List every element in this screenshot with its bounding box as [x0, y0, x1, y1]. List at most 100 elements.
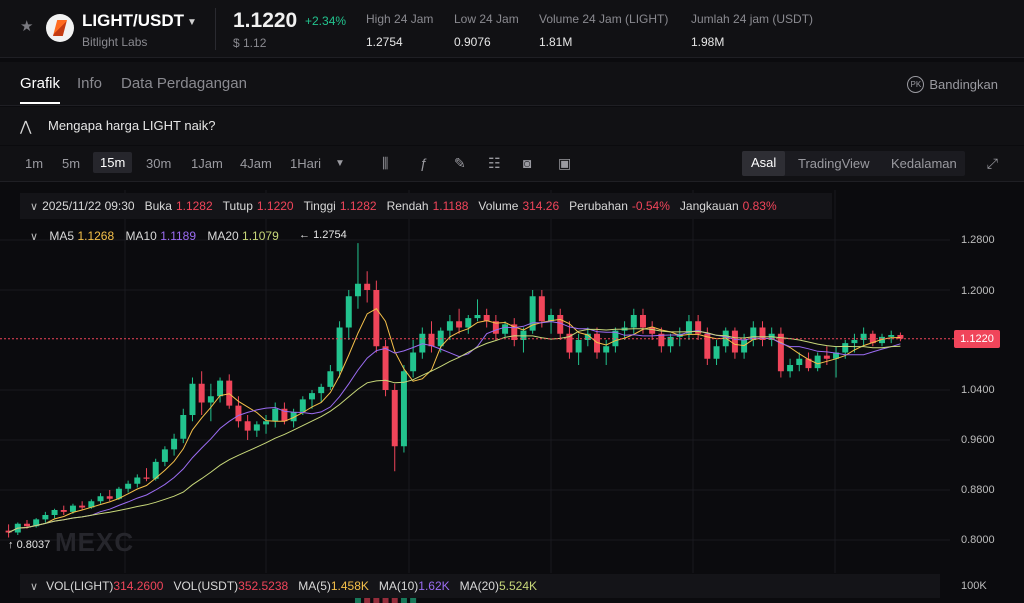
collapse-chevron-icon[interactable]: ∨	[30, 231, 39, 243]
candle-body	[97, 496, 104, 502]
collapse-chevron-icon[interactable]: ∨	[30, 200, 39, 213]
pair-name[interactable]: LIGHT/USDT	[82, 11, 184, 30]
legend-change-label: Perubahan	[569, 199, 628, 213]
candle-body	[42, 515, 49, 520]
chevron-down-icon[interactable]: ▼	[187, 17, 197, 28]
draw-pencil-icon[interactable]: ✎	[454, 155, 466, 171]
candle-body	[290, 411, 297, 422]
y-tick: 0.9600	[961, 434, 995, 446]
interval-15m[interactable]: 15m	[93, 152, 133, 173]
candle-body	[364, 283, 371, 290]
candle-body	[759, 327, 766, 340]
candle-body	[318, 386, 325, 394]
candle-body	[685, 321, 692, 334]
vol-ma10-label: MA(10)	[378, 579, 419, 593]
tab-data-perdagangan[interactable]: Data Perdagangan	[121, 75, 247, 92]
vol-usdt-label: VOL(USDT)	[173, 579, 239, 593]
vol-ma20-label: MA(20)	[459, 579, 499, 593]
price-chart[interactable]	[0, 183, 1024, 603]
fullscreen-icon[interactable]: ⤢	[986, 155, 998, 171]
screenshot-camera-icon[interactable]: ◙	[523, 155, 532, 171]
candle-body	[603, 346, 610, 353]
candle-body	[750, 327, 757, 340]
compare-button[interactable]: PK Bandingkan	[907, 76, 998, 93]
candle-body	[69, 505, 76, 512]
candle-body	[612, 330, 619, 347]
min-price-marker: ↑ 0.8037	[8, 539, 51, 551]
ma5-value: 1.1268	[77, 229, 115, 243]
candle-body	[860, 333, 867, 340]
legend-open: 1.1282	[175, 199, 213, 213]
candle-body	[299, 399, 306, 412]
view-asal[interactable]: Asal	[742, 151, 786, 176]
candle-body	[446, 321, 453, 331]
candle-body	[180, 415, 187, 439]
vol-light-label: VOL(LIGHT)	[46, 579, 114, 593]
candle-body	[207, 396, 214, 403]
candle-body	[557, 315, 564, 334]
why-question[interactable]: Mengapa harga LIGHT naik?	[48, 118, 216, 133]
favorite-star-icon[interactable]: ★	[20, 18, 34, 35]
tab-info[interactable]: Info	[77, 75, 103, 92]
candle-body	[23, 523, 30, 527]
candle-body	[538, 296, 545, 322]
ma10-label: MA10	[125, 229, 157, 243]
active-tab-indicator	[20, 102, 60, 104]
candle-body	[51, 510, 58, 515]
chart-toolbar: 1m 5m 15m 30m 1Jam 4Jam 1Hari ▼ ⫼ ƒ ✎ ☷ …	[0, 146, 1024, 182]
candle-body	[575, 340, 582, 353]
vol-ma10-value: 1.62K	[418, 579, 450, 593]
current-price-tag: 1.1220	[954, 330, 1000, 348]
interval-4jam[interactable]: 4Jam	[240, 156, 272, 171]
candle-body	[226, 380, 233, 406]
interval-1hari[interactable]: 1Hari	[290, 156, 322, 171]
candle-body	[842, 343, 849, 353]
candle-body	[823, 355, 830, 359]
candle-body	[879, 336, 886, 344]
calendar-icon[interactable]: ▣	[558, 155, 572, 171]
candle-body	[566, 333, 573, 353]
price-change: +2.34%	[305, 14, 347, 28]
stat-volume-value: 1.81M	[539, 35, 573, 49]
candle-body	[198, 383, 205, 403]
candle-body	[428, 333, 435, 347]
candle-body	[456, 321, 463, 328]
legend-change: -0.54%	[631, 199, 670, 213]
vol-ma5-label: MA(5)	[298, 579, 331, 593]
legend-datetime: 2025/11/22 09:30	[42, 199, 135, 213]
why-banner[interactable]: ⋀ Mengapa harga LIGHT naik?	[0, 107, 1024, 145]
collapse-chevron-icon[interactable]: ∨	[30, 580, 39, 593]
interval-dropdown-icon[interactable]: ▼	[335, 158, 345, 169]
candle-body	[125, 483, 132, 489]
candle-body	[33, 519, 40, 527]
view-tradingview[interactable]: TradingView	[798, 156, 870, 171]
candle-body	[731, 330, 738, 353]
view-kedalaman[interactable]: Kedalaman	[891, 156, 957, 171]
candle-body	[5, 530, 12, 533]
candle-body	[161, 449, 168, 462]
ma5-label: MA5	[49, 229, 75, 243]
interval-30m[interactable]: 30m	[146, 156, 172, 171]
legend-close-label: Tutup	[222, 199, 253, 213]
candle-body	[777, 333, 784, 372]
interval-1jam[interactable]: 1Jam	[191, 156, 223, 171]
candle-type-icon[interactable]: ⫼	[382, 155, 389, 171]
legend-close: 1.1220	[256, 199, 294, 213]
interval-5m[interactable]: 5m	[62, 156, 81, 171]
tab-grafik[interactable]: Grafik	[20, 75, 61, 92]
indicator-fx-icon[interactable]: ƒ	[420, 155, 428, 171]
legend-open-label: Buka	[144, 199, 172, 213]
candle-body	[695, 321, 702, 334]
candle-body	[88, 501, 95, 508]
ma10-line	[8, 321, 901, 533]
stat-low-label: Low 24 Jam	[454, 12, 519, 26]
interval-1m[interactable]: 1m	[25, 156, 44, 171]
layout-icon[interactable]: ☷	[488, 155, 501, 171]
max-price-marker: ← 1.2754	[299, 229, 347, 241]
candle-body	[584, 333, 591, 340]
legend-volume: 314.26	[522, 199, 560, 213]
candle-body	[502, 324, 509, 334]
stat-low-value: 0.9076	[454, 35, 491, 49]
candle-body	[410, 352, 417, 372]
